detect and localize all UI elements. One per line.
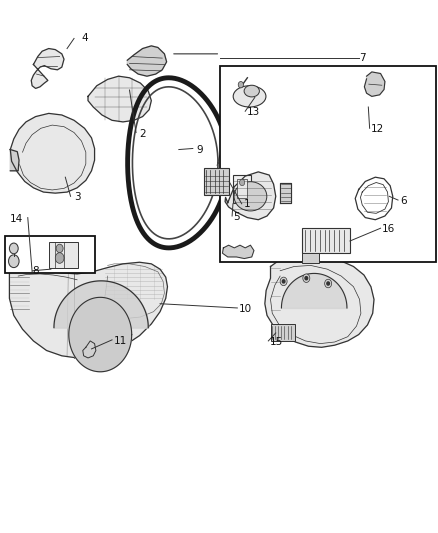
Bar (302, 253, 318, 263)
Text: 11: 11 (113, 336, 127, 346)
Polygon shape (83, 341, 96, 358)
Ellipse shape (244, 85, 259, 97)
Circle shape (283, 280, 285, 283)
Text: 7: 7 (359, 53, 365, 63)
Text: 15: 15 (270, 337, 283, 347)
Circle shape (10, 243, 18, 254)
Bar (49, 242, 78, 268)
Circle shape (240, 179, 245, 185)
Text: 16: 16 (382, 224, 395, 235)
Ellipse shape (233, 86, 266, 107)
Polygon shape (364, 72, 385, 96)
Text: 5: 5 (233, 212, 240, 222)
Circle shape (56, 244, 63, 253)
Circle shape (238, 82, 244, 88)
Text: 6: 6 (401, 196, 407, 206)
Circle shape (303, 274, 310, 282)
Polygon shape (11, 114, 95, 193)
Polygon shape (280, 182, 291, 203)
Circle shape (55, 253, 64, 263)
Text: 14: 14 (11, 214, 24, 224)
Polygon shape (88, 76, 151, 122)
Text: 13: 13 (247, 107, 260, 117)
Polygon shape (225, 172, 276, 220)
Ellipse shape (234, 182, 267, 211)
Polygon shape (11, 150, 19, 171)
Text: 9: 9 (196, 144, 203, 155)
Bar (220, 66, 436, 262)
Polygon shape (223, 245, 254, 259)
Polygon shape (265, 255, 374, 348)
Text: 1: 1 (244, 199, 250, 209)
Circle shape (280, 277, 287, 286)
Text: 12: 12 (371, 124, 384, 134)
Polygon shape (69, 297, 132, 372)
Text: 3: 3 (74, 192, 81, 203)
Circle shape (327, 282, 329, 285)
Circle shape (305, 277, 307, 280)
Bar (237, 179, 247, 198)
Bar (5, 236, 95, 273)
Polygon shape (31, 49, 64, 88)
Bar (271, 324, 294, 341)
Text: 8: 8 (32, 266, 39, 276)
Circle shape (9, 255, 19, 268)
Text: 10: 10 (239, 304, 252, 314)
Polygon shape (355, 177, 393, 220)
Text: 2: 2 (140, 128, 146, 139)
Bar (233, 175, 251, 203)
Polygon shape (127, 46, 166, 76)
Polygon shape (10, 262, 167, 358)
Bar (302, 228, 350, 253)
Circle shape (325, 279, 332, 288)
Bar (204, 168, 229, 195)
Text: 4: 4 (81, 33, 88, 43)
